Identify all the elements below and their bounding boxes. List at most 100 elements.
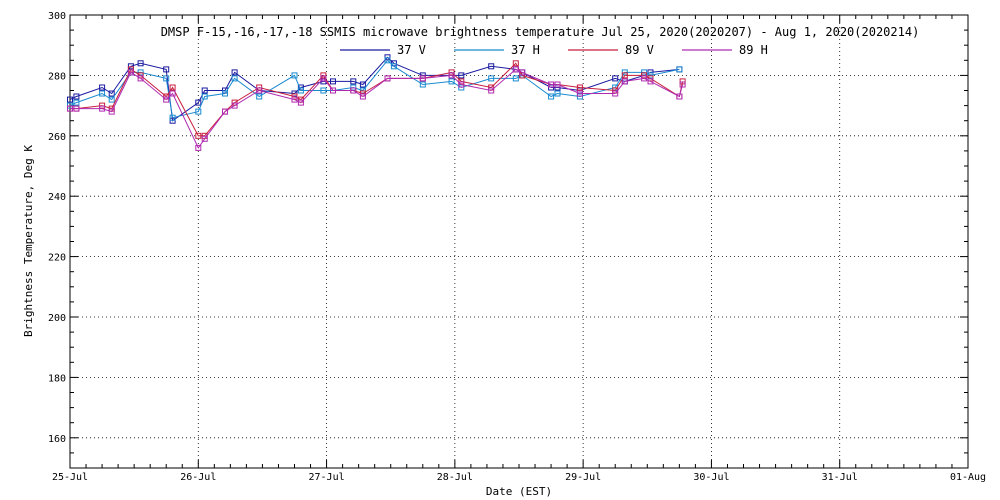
data-point <box>350 78 357 85</box>
y-tick-label: 280 <box>48 71 66 82</box>
data-point <box>548 81 555 88</box>
x-axis-title: Date (EST) <box>486 485 552 498</box>
chart-title: DMSP F-15,-16,-17,-18 SSMIS microwave br… <box>161 25 920 39</box>
data-point <box>448 72 455 79</box>
data-point <box>512 60 519 67</box>
x-tick-label: 01-Aug <box>950 472 986 483</box>
data-point <box>676 66 683 73</box>
data-point <box>621 72 628 79</box>
data-point <box>291 72 298 79</box>
data-point <box>201 135 208 142</box>
data-point <box>108 90 115 97</box>
data-point <box>99 84 106 91</box>
data-point <box>576 84 583 91</box>
data-point <box>195 108 202 115</box>
data-point <box>519 69 526 76</box>
data-point <box>297 87 304 94</box>
y-tick-label: 260 <box>48 132 66 143</box>
data-point <box>137 75 144 82</box>
data-point <box>359 81 366 88</box>
data-point <box>384 57 391 64</box>
data-point <box>222 108 228 115</box>
data-point <box>108 108 115 115</box>
data-point <box>256 93 263 100</box>
y-tick-label: 300 <box>48 11 66 22</box>
data-point <box>612 90 619 97</box>
data-point <box>320 75 327 82</box>
x-tick-label: 25-Jul <box>52 472 88 483</box>
data-point <box>488 63 495 70</box>
data-point <box>390 63 397 70</box>
data-point <box>384 75 391 82</box>
data-point <box>127 63 134 70</box>
data-point <box>330 78 336 85</box>
data-point <box>73 93 80 100</box>
x-tick-label: 30-Jul <box>693 472 729 483</box>
data-point <box>231 102 238 109</box>
data-point <box>458 72 465 79</box>
y-axis-title: Brightness Temperature, Deg K <box>22 145 35 337</box>
data-point <box>621 78 628 85</box>
data-point <box>554 90 561 97</box>
grid <box>70 15 968 468</box>
axis-ticks: 160 180 200 220 240 260 280 300 25-Jul 26-Jul 27-J… <box>48 11 986 483</box>
data-point <box>554 81 561 88</box>
data-point <box>297 99 304 106</box>
data-point <box>67 105 73 112</box>
data-point <box>195 144 202 151</box>
legend: 37 V 37 H 89 V 89 H <box>340 43 768 57</box>
data-point <box>163 75 170 82</box>
data-point <box>359 93 366 100</box>
series <box>67 54 686 151</box>
data-point <box>99 105 106 112</box>
series-group <box>67 57 683 121</box>
y-tick-label: 160 <box>48 434 66 445</box>
data-point <box>350 87 357 94</box>
data-point <box>488 75 495 82</box>
data-point <box>169 90 176 97</box>
data-point <box>419 75 426 82</box>
data-point <box>256 87 263 94</box>
data-point <box>163 66 170 73</box>
data-point <box>320 87 327 94</box>
y-tick-label: 220 <box>48 253 66 264</box>
data-point <box>576 90 583 97</box>
x-tick-label: 28-Jul <box>437 472 473 483</box>
data-point <box>330 87 336 94</box>
data-point <box>201 87 208 94</box>
data-point <box>73 99 80 106</box>
x-tick-label: 29-Jul <box>565 472 601 483</box>
data-point <box>127 69 134 76</box>
data-point <box>108 96 115 103</box>
x-tick-label: 31-Jul <box>822 472 858 483</box>
data-point <box>67 96 73 103</box>
data-point <box>641 75 648 82</box>
series-group <box>67 54 683 124</box>
legend-label: 89 H <box>739 43 768 57</box>
data-point <box>195 132 202 139</box>
data-point <box>647 78 654 85</box>
data-point <box>291 93 298 100</box>
series-line <box>69 59 680 119</box>
data-point <box>679 81 686 88</box>
data-point <box>169 84 176 91</box>
series-group <box>67 60 686 139</box>
legend-label: 89 V <box>625 43 654 57</box>
y-tick-label: 180 <box>48 373 66 384</box>
plot-frame <box>69 14 969 469</box>
data-point <box>488 87 495 94</box>
data-point <box>676 93 683 100</box>
data-point <box>512 66 519 73</box>
x-tick-label: 26-Jul <box>180 472 216 483</box>
data-point <box>163 96 170 103</box>
data-point <box>195 99 202 106</box>
data-point <box>201 93 208 100</box>
legend-label: 37 H <box>511 43 540 57</box>
data-point <box>99 90 106 97</box>
data-point <box>231 75 238 82</box>
data-point <box>458 81 465 88</box>
data-point <box>612 75 619 82</box>
data-point <box>137 60 144 67</box>
